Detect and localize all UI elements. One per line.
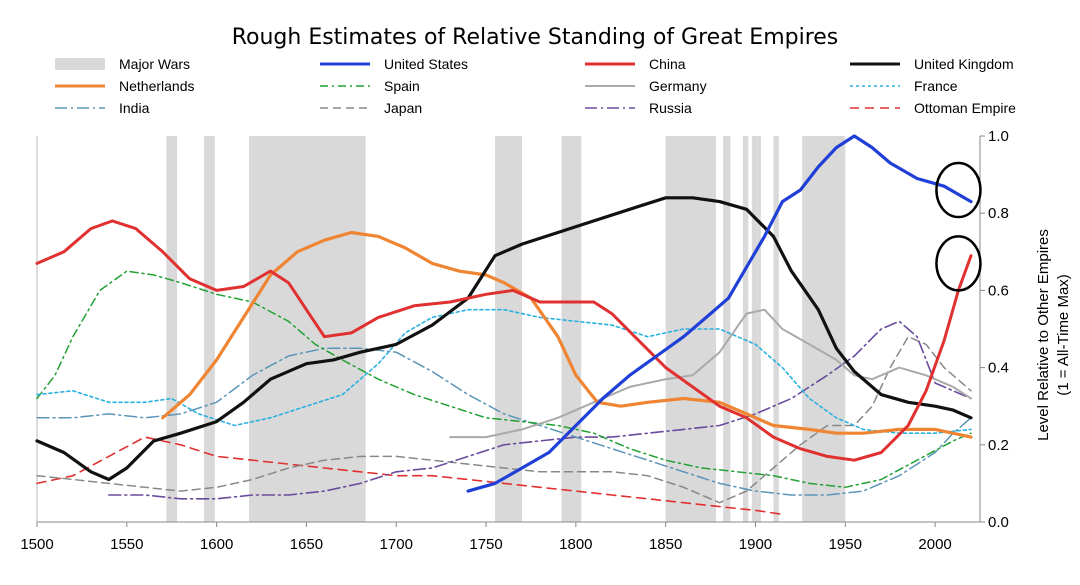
legend-label-ottoman-empire: Ottoman Empire	[914, 100, 1016, 116]
war-band	[751, 136, 758, 522]
y-tick-label: 1.0	[988, 128, 1009, 145]
y-tick-label: 0.6	[988, 282, 1009, 299]
y-tick-label: 0.4	[988, 360, 1009, 377]
x-tick-label: 1550	[110, 536, 143, 553]
series-line-united-states	[466, 134, 973, 493]
x-axis: 1500 1550 1600 1650 1700 1750 1800 1850 1900 1950…	[20, 522, 952, 553]
legend-label-germany: Germany	[649, 78, 707, 94]
war-band	[773, 136, 779, 522]
legend-label-netherlands: Netherlands	[119, 78, 195, 94]
series-lines	[35, 134, 973, 516]
war-band	[723, 136, 731, 522]
x-tick-label: 1750	[469, 536, 502, 553]
highlight-circle-united-states	[935, 161, 982, 219]
y-tick-label: 0.0	[988, 514, 1009, 531]
x-tick-label: 2000	[918, 536, 951, 553]
war-band	[742, 136, 749, 522]
legend-label-india: India	[119, 100, 150, 116]
legend-label-japan: Japan	[384, 100, 422, 116]
legend-label-china: China	[649, 56, 686, 72]
series-line-china	[35, 219, 973, 462]
x-tick-label: 1950	[829, 536, 862, 553]
legend-label-united-kingdom: United Kingdom	[914, 56, 1014, 72]
series-line-germany	[449, 308, 972, 439]
series-line-france	[36, 308, 972, 434]
legend-label-major-wars: Major Wars	[119, 56, 190, 72]
war-band	[204, 136, 215, 522]
legend-label-russia: Russia	[649, 100, 692, 116]
legend-label-france: France	[914, 78, 958, 94]
war-band	[495, 136, 522, 522]
war-band	[802, 136, 846, 522]
legend-label-spain: Spain	[384, 78, 420, 94]
x-tick-label: 1650	[290, 536, 323, 553]
war-band	[757, 136, 761, 522]
series-line-india	[36, 347, 972, 496]
x-tick-label: 1500	[20, 536, 53, 553]
x-tick-label: 1900	[739, 536, 772, 553]
x-tick-label: 1700	[380, 536, 413, 553]
x-tick-label: 1600	[200, 536, 233, 553]
legend-label-united-states: United States	[384, 56, 468, 72]
y-tick-label: 0.2	[988, 437, 1009, 454]
series-line-spain	[36, 270, 972, 489]
y-tick-label: 0.8	[988, 205, 1009, 222]
series-line-russia	[108, 320, 972, 500]
y-axis-label-line1: Level Relative to Other Empires	[1035, 229, 1052, 441]
major-wars-bands	[166, 136, 846, 522]
y-axis-label-line2: (1 = All-Time Max)	[1055, 274, 1072, 396]
war-band	[561, 136, 582, 522]
series-line-united-kingdom	[35, 196, 973, 482]
highlight-circles	[935, 161, 982, 292]
chart-title: Rough Estimates of Relative Standing of …	[232, 25, 839, 50]
y-axis: 0.0 0.2 0.4 0.6 0.8 1.0	[980, 128, 1009, 531]
war-band	[166, 136, 178, 522]
highlight-circle-china	[935, 235, 982, 292]
legend-swatch-major-wars	[55, 58, 105, 70]
series-line-netherlands	[161, 230, 973, 439]
legend: Major Wars United States China United Kingd…	[55, 56, 1016, 116]
x-tick-label: 1800	[559, 536, 592, 553]
series-line-ottoman-empire	[36, 436, 784, 516]
x-tick-label: 1850	[649, 536, 682, 553]
